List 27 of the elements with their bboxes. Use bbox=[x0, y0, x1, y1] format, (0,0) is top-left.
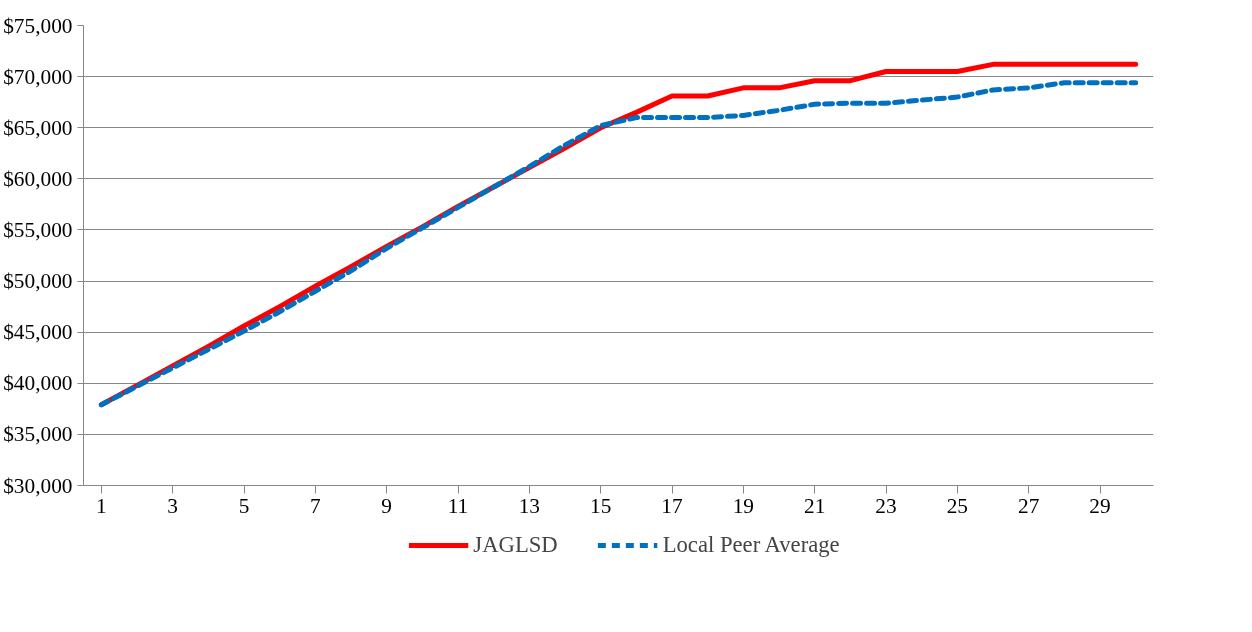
x-tick-label: 9 bbox=[381, 493, 393, 518]
y-tick-label: $75,000 bbox=[3, 13, 73, 38]
x-tick-label: 13 bbox=[518, 493, 540, 518]
x-tick-label: 5 bbox=[238, 493, 250, 518]
y-tick-label: $60,000 bbox=[3, 166, 73, 191]
y-tick-label: $50,000 bbox=[3, 269, 73, 294]
x-tick-label: 11 bbox=[447, 493, 469, 518]
x-tick-label: 21 bbox=[804, 493, 826, 518]
x-tick-label: 19 bbox=[732, 493, 754, 518]
legend-label: Local Peer Average bbox=[662, 532, 840, 558]
x-tick-label: 27 bbox=[1018, 493, 1040, 518]
y-tick-label: $55,000 bbox=[3, 217, 73, 242]
x-tick-label: 3 bbox=[167, 493, 179, 518]
y-tick-label: $35,000 bbox=[3, 422, 73, 447]
x-tick-label: 23 bbox=[875, 493, 897, 518]
x-tick-label: 25 bbox=[946, 493, 968, 518]
x-tick-label: 15 bbox=[590, 493, 612, 518]
y-tick-label: $65,000 bbox=[3, 115, 73, 140]
y-tick-label: $30,000 bbox=[3, 473, 73, 498]
x-tick-label: 29 bbox=[1089, 493, 1111, 518]
y-tick-label: $40,000 bbox=[3, 371, 73, 396]
x-tick-label: 1 bbox=[96, 493, 107, 518]
y-tick-label: $70,000 bbox=[3, 64, 73, 89]
y-tick-label: $45,000 bbox=[3, 320, 73, 345]
x-tick-label: 17 bbox=[661, 493, 683, 518]
x-tick-label: 7 bbox=[310, 493, 321, 518]
legend-label: JAGLSD bbox=[473, 532, 558, 558]
